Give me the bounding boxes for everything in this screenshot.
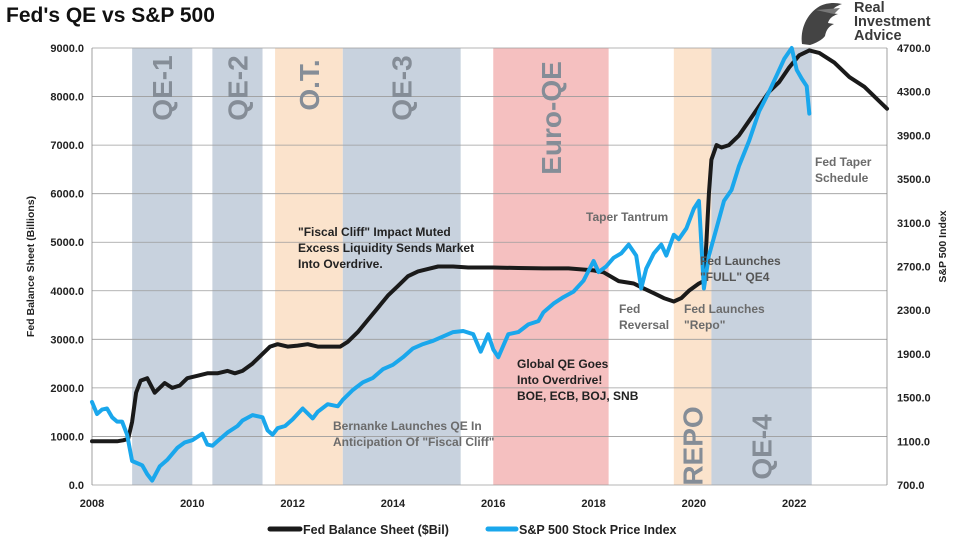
annotation-line: Reversal — [619, 318, 669, 332]
annotation-line: Schedule — [815, 171, 869, 185]
y-tick-label-right: 1900.0 — [897, 349, 931, 361]
annotation-line: Excess Liquidity Sends Market — [298, 241, 474, 255]
event-band-7 — [711, 48, 812, 485]
band-label-o-t-: O.T. — [294, 59, 325, 110]
y-tick-label-right: 3100.0 — [897, 218, 931, 230]
logo-line-3: Advice — [854, 28, 902, 44]
annotation-line: Into Overdrive! — [517, 373, 602, 387]
annotation-line: Global QE Goes — [517, 357, 609, 371]
legend-label-sp500: S&P 500 Stock Price Index — [519, 523, 677, 537]
y-tick-label-left: 9000.0 — [50, 43, 84, 55]
logo-line-1: Real — [854, 0, 885, 16]
y-tick-label-right: 2700.0 — [897, 262, 931, 274]
annotation-1: "Fiscal Cliff" Impact Muted Excess Liquid… — [298, 225, 474, 271]
annotation-line: Into Overdrive. — [298, 257, 383, 271]
annotation-2: Bernanke Launches QE In Anticipation Of "… — [333, 419, 494, 449]
y-tick-label-right: 3500.0 — [897, 174, 931, 186]
y-tick-label-right: 4300.0 — [897, 87, 931, 99]
band-label-qe-1: QE-1 — [147, 55, 178, 120]
annotation-6: Fed Launches "Repo" — [684, 302, 765, 332]
event-band-2 — [212, 48, 263, 485]
annotation-line: "Repo" — [684, 318, 725, 332]
annotation-line: BOE, ECB, BOJ, SNB — [517, 389, 639, 403]
x-tick-label: 2016 — [481, 498, 505, 510]
y-tick-label-right: 1100.0 — [897, 436, 930, 448]
chart-title: Fed's QE vs S&P 500 — [6, 4, 215, 27]
annotation-line: "FULL" QE4 — [700, 270, 770, 284]
y-axis-title-right: S&P 500 Index — [937, 210, 949, 282]
y-tick-label-right: 3900.0 — [897, 130, 931, 142]
eagle-icon — [801, 2, 842, 46]
logo-line-2: Investment — [854, 14, 931, 30]
x-tick-label: 2022 — [782, 498, 806, 510]
annotation-line: Taper Tantrum — [586, 210, 668, 224]
series-line-sp500 — [90, 46, 812, 483]
x-tick-label: 2020 — [682, 498, 706, 510]
y-tick-label-left: 3000.0 — [50, 334, 84, 346]
band-label-qe-2: QE-2 — [222, 55, 253, 120]
annotation-line: Fed Taper — [815, 155, 872, 169]
y-tick-label-left: 1000.0 — [50, 431, 84, 443]
x-tick-label: 2014 — [381, 498, 406, 510]
series-line-fed-balance-sheet — [90, 48, 889, 444]
y-tick-label-left: 4000.0 — [50, 286, 84, 298]
y-tick-label-right: 2300.0 — [897, 305, 931, 317]
band-label-qe-4: QE-4 — [747, 414, 778, 480]
band-label-euro-qe: Euro-QE — [536, 61, 567, 175]
y-tick-label-right: 4700.0 — [897, 43, 931, 55]
band-label-repo: REPO — [678, 406, 709, 485]
x-tick-label: 2008 — [80, 498, 104, 510]
legend: Fed Balance Sheet ($Bil) S&P 500 Stock Pr… — [267, 523, 677, 537]
event-band-1 — [132, 48, 193, 485]
legend-label-fed-balance-sheet: Fed Balance Sheet ($Bil) — [303, 523, 449, 537]
y-tick-label-left: 0.0 — [69, 480, 84, 492]
x-tick-label: 2010 — [180, 498, 204, 510]
y-tick-label-left: 6000.0 — [50, 189, 84, 201]
x-tick-label: 2012 — [280, 498, 304, 510]
y-axis-title-left: Fed Balance Sheet (Billions) — [25, 196, 37, 337]
annotation-4: Taper Tantrum — [586, 210, 668, 224]
x-tick-label: 2018 — [581, 498, 605, 510]
brand-logo: Real Investment Advice — [796, 0, 956, 46]
annotation-line: Anticipation Of "Fiscal Cliff" — [333, 435, 494, 449]
y-tick-label-right: 700.0 — [897, 480, 925, 492]
y-tick-label-right: 1500.0 — [897, 393, 931, 405]
annotation-line: Bernanke Launches QE In — [333, 419, 482, 433]
y-tick-label-left: 2000.0 — [50, 383, 84, 395]
annotation-line: Fed Launches — [684, 302, 765, 316]
annotation-line: Fed — [619, 302, 640, 316]
y-tick-label-left: 7000.0 — [50, 140, 84, 152]
annotation-line: Fed Launches — [700, 254, 781, 268]
annotation-3: Global QE Goes Into Overdrive! BOE, ECB, B… — [517, 357, 639, 403]
annotation-8: Fed Taper Schedule — [815, 155, 872, 185]
annotation-line: "Fiscal Cliff" Impact Muted — [298, 225, 451, 239]
band-label-qe-3: QE-3 — [387, 55, 418, 120]
y-tick-label-left: 5000.0 — [50, 237, 84, 249]
annotation-5: Fed Reversal — [619, 302, 669, 332]
annotation-7: Fed Launches "FULL" QE4 — [700, 254, 781, 284]
y-tick-label-left: 8000.0 — [50, 92, 84, 104]
